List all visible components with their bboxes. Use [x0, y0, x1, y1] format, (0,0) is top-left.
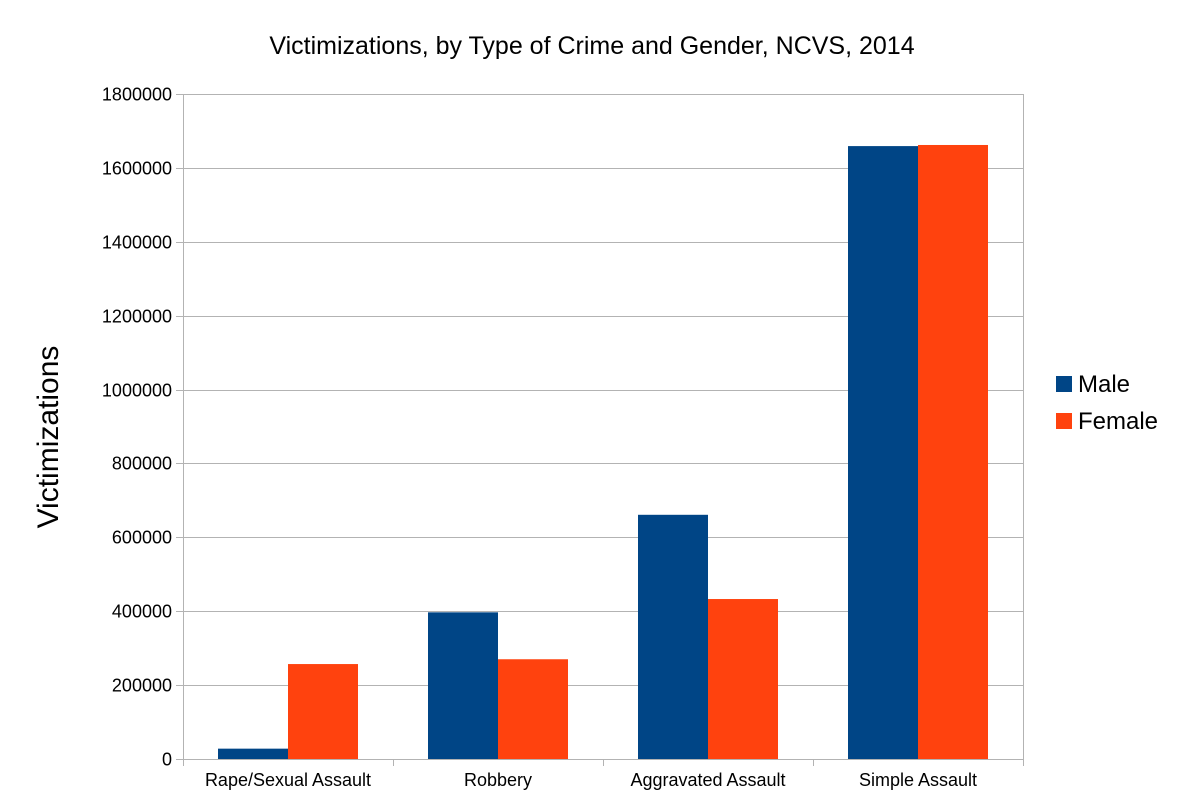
y-tick-label: 800000: [112, 454, 172, 474]
x-tick-label: Rape/Sexual Assault: [205, 770, 371, 790]
bar-male-1: [218, 748, 288, 759]
y-tick-label: 1600000: [102, 159, 172, 179]
bar-female-2: [498, 659, 568, 759]
chart-title: Victimizations, by Type of Crime and Gen…: [269, 32, 914, 60]
y-tick-label: 200000: [112, 676, 172, 696]
bar-male-4: [848, 146, 918, 759]
legend-swatch-female: [1056, 413, 1072, 429]
bar-female-1: [288, 664, 358, 759]
bar-female-3: [708, 599, 778, 759]
x-tick-label: Aggravated Assault: [630, 770, 785, 790]
bar-male-3: [638, 514, 708, 759]
y-tick-label: 1800000: [102, 85, 172, 105]
y-axis-label: Victimizations: [32, 346, 65, 529]
y-tick-label: 1400000: [102, 233, 172, 253]
y-tick-label: 1200000: [102, 307, 172, 327]
y-tick-label: 600000: [112, 528, 172, 548]
x-tick-label: Robbery: [464, 770, 532, 790]
plot-area: 0 200000 400000 600000 800000 1000000 1200000 1…: [102, 85, 1024, 790]
y-tick-label: 0: [162, 750, 172, 770]
bar-female-4: [918, 144, 988, 759]
legend-label-male: Male: [1078, 371, 1130, 398]
legend-label-female: Female: [1078, 408, 1158, 435]
legend-swatch-male: [1056, 376, 1072, 392]
y-tick-label: 1000000: [102, 381, 172, 401]
y-tick-label: 400000: [112, 602, 172, 622]
bar-male-2: [428, 612, 498, 759]
legend: Male Female: [1056, 371, 1158, 435]
x-tick-label: Simple Assault: [859, 770, 977, 790]
